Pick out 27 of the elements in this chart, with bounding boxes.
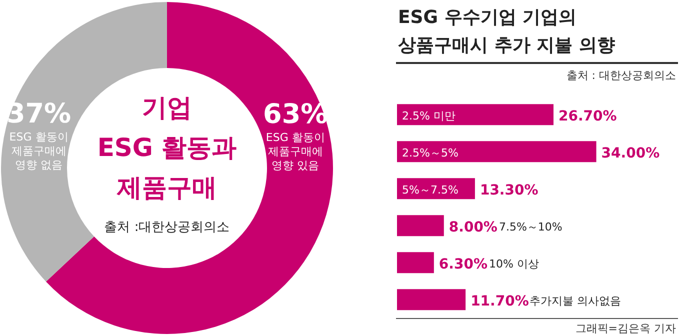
data-label: 34.00% [601,146,660,162]
bar [397,289,466,310]
category-label: 2.5% 미만 [402,110,456,123]
category-label: 10% 이상 [489,258,539,271]
bar [397,104,554,126]
bar [397,252,434,274]
source-note: 출처 :대한상공회의소 [103,219,231,236]
data-label: 11.70% [470,294,529,310]
data-label: 8.00% [448,220,498,236]
text: 기업 ESG 활동과 제품구매 [97,93,237,202]
source-note: 출처 : 대한상공회의소 [566,68,676,83]
category-label: 추가지불 의사없음 [530,294,621,308]
data-label: 63% [263,99,328,130]
data-label: 37% [6,98,72,130]
category-label: 2.5%～5% [402,146,458,160]
data-label: 13.30% [480,182,538,199]
bar [397,141,596,162]
chart-title: ESG 우수기업 기업의 상품구매시 추가 지불 의향 [398,6,616,58]
category-label: 5%～7.5% [402,184,458,197]
data-label: 6.30% [438,256,488,273]
bar [397,215,444,236]
category-label: 7.5%～10% [498,220,562,234]
data-label: 26.70% [558,108,617,125]
bar [397,178,475,200]
slice-label: ESG 활동이 제품구매에 영향 있음 [266,131,325,172]
slice-label: ESG 활동이 제품구매에 영향 없음 [9,130,68,172]
text: 그래픽=김은옥 기자 [575,321,676,336]
